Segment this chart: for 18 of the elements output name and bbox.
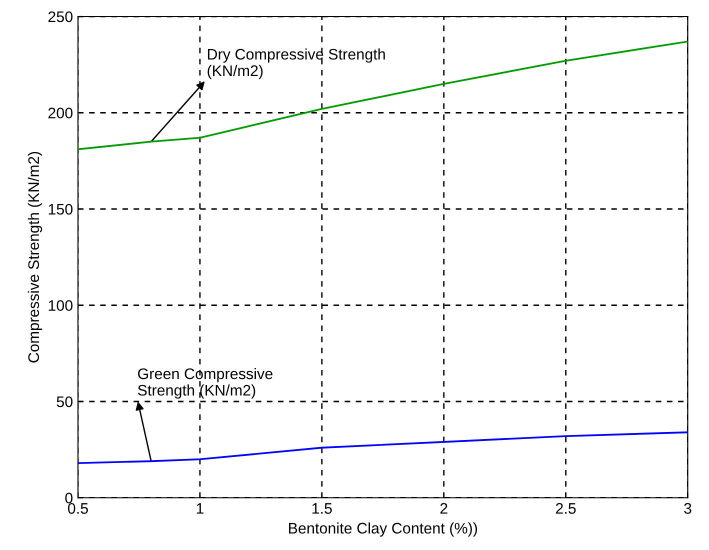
x-tick-label: 1 <box>196 503 204 514</box>
y-axis-title: Compressive Strength (KN/m2) <box>28 152 42 362</box>
y-tick-label: 50 <box>56 396 73 408</box>
x-axis-title: Bentonite Clay Content (%)) <box>289 522 478 537</box>
annotation: Dry Compressive Strength (KN/m2) <box>208 48 385 80</box>
y-tick-label: 200 <box>48 108 73 118</box>
annotation: Green Compressive Strength (KN/m2) <box>138 368 272 399</box>
y-tick-label: 150 <box>48 204 73 215</box>
x-tick-label: 0.5 <box>68 503 88 514</box>
x-tick-label: 1.5 <box>312 503 332 514</box>
x-tick-label: 2 <box>440 503 448 514</box>
line-series <box>78 431 688 464</box>
y-tick-label: 0 <box>65 492 73 504</box>
x-tick-label: 2.5 <box>556 503 576 514</box>
y-tick-label: 250 <box>48 11 73 22</box>
line-series <box>78 40 688 150</box>
x-tick-label: 3 <box>684 503 692 514</box>
y-tick-label: 100 <box>48 300 73 311</box>
